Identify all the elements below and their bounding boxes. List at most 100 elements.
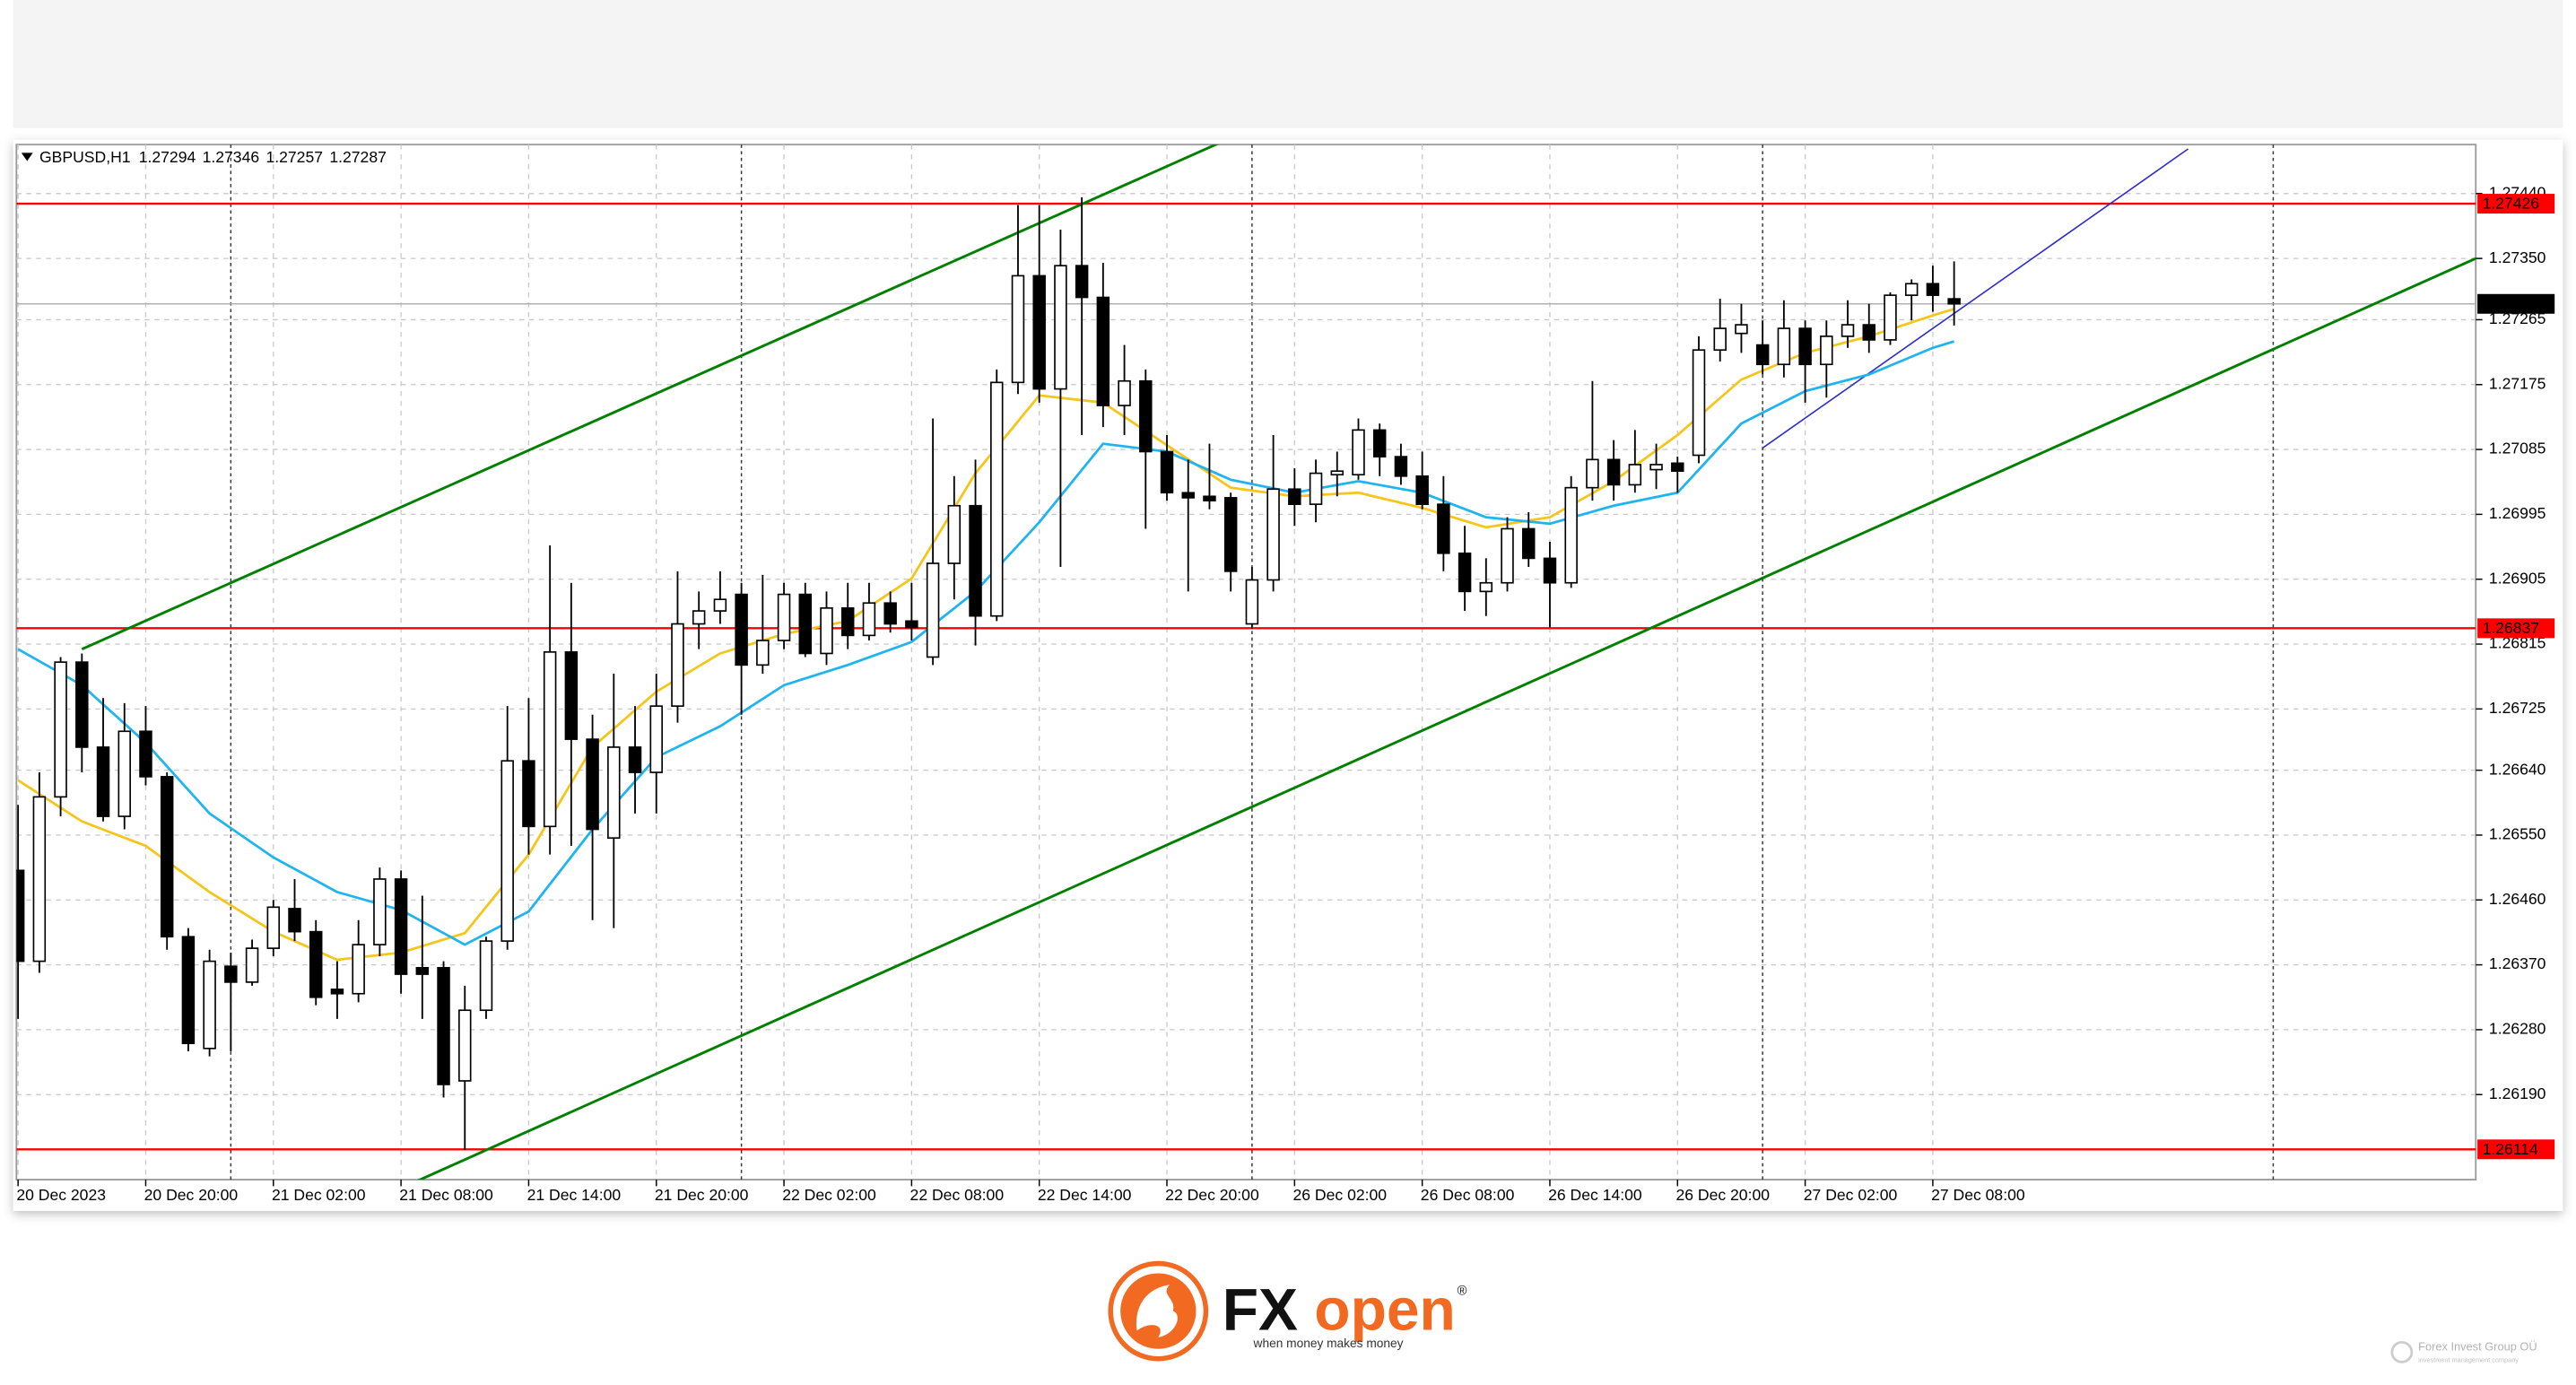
logo: FX open ® when money makes money [1108,1260,1467,1362]
logo-fx: FX [1223,1276,1298,1343]
candle-body [288,908,301,933]
level-tag-label: 1.27426 [2483,195,2540,213]
candle-body [1692,349,1706,457]
y-tick-label: 1.26905 [2489,569,2546,587]
candle-body [1735,324,1748,335]
candle-body [1543,557,1557,584]
candle-body [1075,265,1089,299]
candle-body [373,878,387,945]
candle-body [1139,379,1153,453]
candle-body [564,651,579,740]
logo-bull [1136,1285,1178,1337]
y-tick-label: 1.26640 [2489,760,2546,778]
candle-body [969,504,982,617]
header-open: 1.27294 [139,147,196,165]
level-tag [2477,1139,2555,1160]
watermark-icon [2390,1341,2414,1363]
candle-body [1372,429,1387,457]
candle-body [139,730,152,778]
trend-line [416,257,2476,1180]
level-tag-label: 1.26114 [2483,1140,2538,1158]
logo-open: open [1314,1276,1455,1343]
y-tick-label: 1.26460 [2489,890,2546,908]
x-tick-label: 27 Dec 02:00 [1804,1186,1898,1204]
indicator-line [17,308,1955,962]
logo-registered: ® [1458,1284,1467,1298]
candle-body [415,966,430,975]
y-tick-label: 1.26370 [2489,954,2546,972]
plot-area [16,144,2476,1180]
candle-body [1820,335,1833,366]
watermark: Forex Invest Group OÜ investment managem… [2390,1339,2537,1363]
candle-body [1649,464,1663,471]
x-tick-label: 26 Dec 14:00 [1548,1186,1642,1204]
candle-body [245,947,259,983]
y-tick-label: 1.26550 [2489,825,2546,843]
price-tag-label: 1.27287 [2483,294,2540,312]
y-tick-label: 1.27175 [2489,374,2546,392]
candle-body [840,607,855,637]
candle-body [224,965,238,983]
candle-body [1181,492,1195,499]
header-high: 1.27346 [203,147,260,165]
candle-body [266,906,281,949]
x-tick-label: 22 Dec 14:00 [1038,1186,1132,1204]
y-tick-label: 1.26995 [2489,504,2546,522]
candle-body [522,760,535,828]
candle-body [1203,495,1216,501]
candle-body [1862,324,1875,341]
candle-body [203,960,216,1050]
candle-body [756,640,770,666]
x-tick-label: 22 Dec 20:00 [1165,1186,1259,1204]
y-tick-label: 1.26280 [2489,1020,2546,1038]
candle-body [1798,327,1812,366]
candle-body [75,661,89,748]
x-tick-label: 22 Dec 08:00 [910,1186,1005,1204]
candle-body [671,623,684,707]
candle-body [1096,296,1110,406]
candle-body [713,598,727,612]
candle-body [628,746,642,773]
y-tick-label: 1.27085 [2489,440,2546,457]
top-band [13,0,2563,128]
candle-body [1884,294,1897,341]
candle-body [543,651,557,828]
candle-body [1501,527,1514,584]
candle-body [1755,344,1770,366]
y-tick-label: 1.27265 [2489,309,2546,327]
header-low: 1.27257 [265,147,323,165]
y-tick-label: 1.27350 [2489,248,2546,266]
candle-body [1266,488,1280,581]
watermark-name: Forex Invest Group OÜ [2418,1339,2537,1353]
x-tick-label: 22 Dec 02:00 [782,1186,876,1204]
candle-body [1245,579,1259,625]
menu-triangle [21,152,33,161]
candle-body [458,1009,472,1082]
x-tick-label: 26 Dec 20:00 [1675,1186,1770,1204]
candle-body [607,746,621,840]
candle-body [32,796,47,963]
candle-body [1223,497,1238,572]
candle-body [181,936,196,1045]
candle-body [352,944,365,995]
candle-body [1841,324,1855,337]
candle-body [500,760,514,942]
candle-body [437,966,450,1085]
candle-body [905,620,918,629]
candle-body [1926,283,1940,296]
level-tag [2477,618,2555,639]
candle-body [735,593,748,666]
candle-body [1586,458,1599,489]
candle-body [649,705,663,773]
candle-body [1904,283,1919,296]
candle-body [1947,298,1961,305]
candle-body [1437,503,1450,554]
candle-body [862,602,876,637]
x-tick-label: 21 Dec 08:00 [399,1186,493,1204]
candle-body [1352,429,1365,476]
candle-body [798,593,813,655]
candle-body [947,504,962,564]
candle-body [16,869,25,963]
candle-body [777,593,791,641]
